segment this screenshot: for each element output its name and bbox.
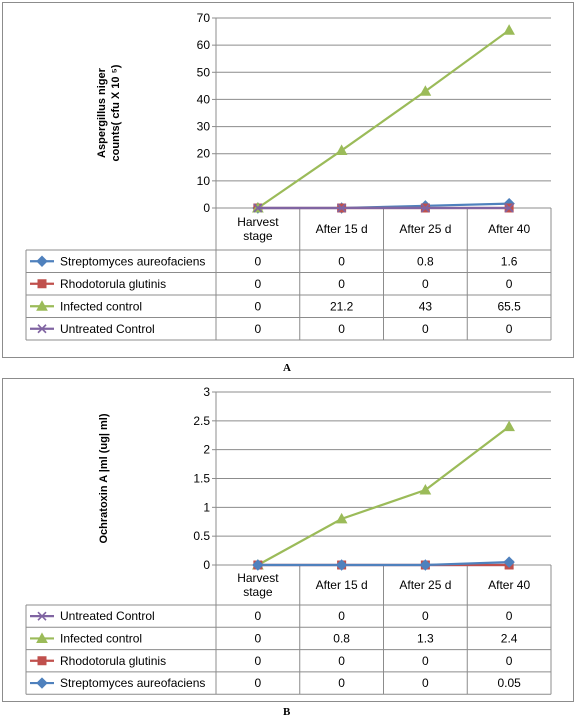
legend-marker-b — [37, 656, 47, 666]
legend-marker-b — [37, 611, 47, 621]
data-table-value-b: 0 — [338, 654, 345, 668]
data-table-value-a: 0 — [338, 254, 345, 268]
data-table-value-b: 0 — [338, 609, 345, 623]
legend-label-a: Rhodotorula glutinis — [60, 277, 166, 291]
x-tick-label-a: stage — [243, 229, 273, 243]
legend-label-b: Rhodotorula glutinis — [60, 654, 166, 668]
y-tick-label-b: 2 — [203, 443, 210, 457]
chart-panel-b — [2, 378, 574, 702]
data-table-value-b: 0 — [255, 676, 262, 690]
panel-label-b: B — [283, 706, 291, 718]
series-line-a — [257, 29, 510, 209]
data-table-value-b: 0 — [338, 676, 345, 690]
data-table-value-b: 0 — [255, 631, 262, 645]
y-tick-label-a: 20 — [197, 147, 211, 161]
data-table-value-b: 1.3 — [417, 631, 434, 645]
x-tick-label-b: After 40 — [488, 578, 530, 592]
data-point-b — [419, 559, 432, 571]
y-tick-label-a: 40 — [197, 92, 211, 106]
data-table-value-b: 0 — [422, 609, 429, 623]
legend-marker-a — [37, 324, 47, 334]
data-point-a — [503, 24, 515, 35]
data-table-value-b: 0 — [422, 654, 429, 668]
data-table-value-a: 0 — [422, 277, 429, 291]
data-point-a — [253, 203, 263, 213]
data-point-a — [419, 85, 432, 96]
data-table-value-b: 0 — [506, 609, 513, 623]
legend-label-b: Streptomyces aureofaciens — [60, 676, 205, 690]
data-point-a — [337, 203, 347, 213]
data-point-a — [420, 203, 430, 213]
y-tick-label-b: 1 — [203, 500, 210, 514]
legend-marker-a — [37, 279, 47, 289]
x-tick-label-b: Harvest — [237, 571, 279, 585]
data-table-value-a: 0 — [422, 322, 429, 336]
data-table-value-a: 0 — [506, 277, 513, 291]
data-point-b — [335, 559, 348, 571]
x-tick-label-a: After 15 d — [316, 222, 368, 236]
x-tick-label-b: stage — [243, 585, 273, 599]
legend-label-a: Streptomyces aureofaciens — [60, 254, 205, 268]
series-line-b — [257, 561, 510, 567]
data-table-value-b: 2.4 — [501, 631, 518, 645]
data-point-a — [504, 203, 514, 213]
data-table-value-a: 1.6 — [501, 254, 518, 268]
legend-marker-b — [36, 677, 48, 689]
x-tick-label-b: After 25 d — [399, 578, 451, 592]
chart-panel-a — [2, 2, 574, 358]
data-table-value-a: 0 — [255, 322, 262, 336]
legend-marker-b — [36, 632, 48, 643]
y-axis-title-b: Ochratoxin A |ml (ug| ml) — [98, 413, 110, 543]
y-tick-label-b: 2.5 — [193, 414, 210, 428]
data-table-value-a: 65.5 — [497, 299, 521, 313]
data-table-value-a: 0 — [255, 299, 262, 313]
data-table-value-b: 0 — [255, 654, 262, 668]
data-table-value-a: 0.8 — [417, 254, 434, 268]
y-tick-label-b: 0 — [203, 558, 210, 572]
legend-marker-a — [36, 300, 48, 311]
data-table-value-a: 0 — [338, 322, 345, 336]
data-point-b — [252, 559, 264, 571]
data-point-b — [419, 484, 432, 495]
data-table-value-a: 21.2 — [330, 299, 354, 313]
data-point-b — [503, 420, 515, 432]
data-point-a — [335, 144, 348, 155]
x-tick-label-a: After 40 — [488, 222, 530, 236]
legend-label-b: Untreated Control — [60, 609, 155, 623]
data-point-b — [503, 556, 515, 568]
y-tick-label-b: 3 — [203, 385, 210, 399]
data-table-value-b: 0 — [506, 654, 513, 668]
y-tick-label-a: 0 — [203, 201, 210, 215]
x-tick-label-a: Harvest — [237, 215, 279, 229]
data-table-value-b: 0.8 — [333, 631, 350, 645]
data-table-value-b: 0 — [422, 676, 429, 690]
data-table-value-a: 43 — [419, 299, 433, 313]
data-point-b — [335, 512, 348, 524]
data-table-value-a: 0 — [255, 254, 262, 268]
y-tick-label-a: 50 — [197, 65, 211, 79]
data-table-value-a: 0 — [338, 277, 345, 291]
legend-marker-a — [36, 255, 48, 267]
y-axis-title-a: Aspergillus niger — [96, 67, 108, 158]
series-line-b — [257, 425, 510, 566]
legend-label-b: Infected control — [60, 631, 142, 645]
data-table-value-b: 0.05 — [497, 676, 521, 690]
y-tick-label-a: 10 — [197, 174, 211, 188]
x-tick-label-a: After 25 d — [399, 222, 451, 236]
data-table-value-b: 0 — [255, 609, 262, 623]
y-tick-label-a: 60 — [197, 38, 211, 52]
y-tick-label-b: 0.5 — [193, 529, 210, 543]
data-table-value-a: 0 — [255, 277, 262, 291]
y-tick-label-a: 70 — [197, 11, 211, 25]
legend-label-a: Untreated Control — [60, 322, 155, 336]
y-tick-label-b: 1.5 — [193, 472, 210, 486]
y-axis-title-a: counts( cfu X 10 ⁵) — [110, 64, 122, 161]
y-tick-label-a: 30 — [197, 120, 211, 134]
legend-label-a: Infected control — [60, 299, 142, 313]
x-tick-label-b: After 15 d — [316, 578, 368, 592]
data-table-value-a: 0 — [506, 322, 513, 336]
panel-label-a: A — [283, 362, 291, 374]
